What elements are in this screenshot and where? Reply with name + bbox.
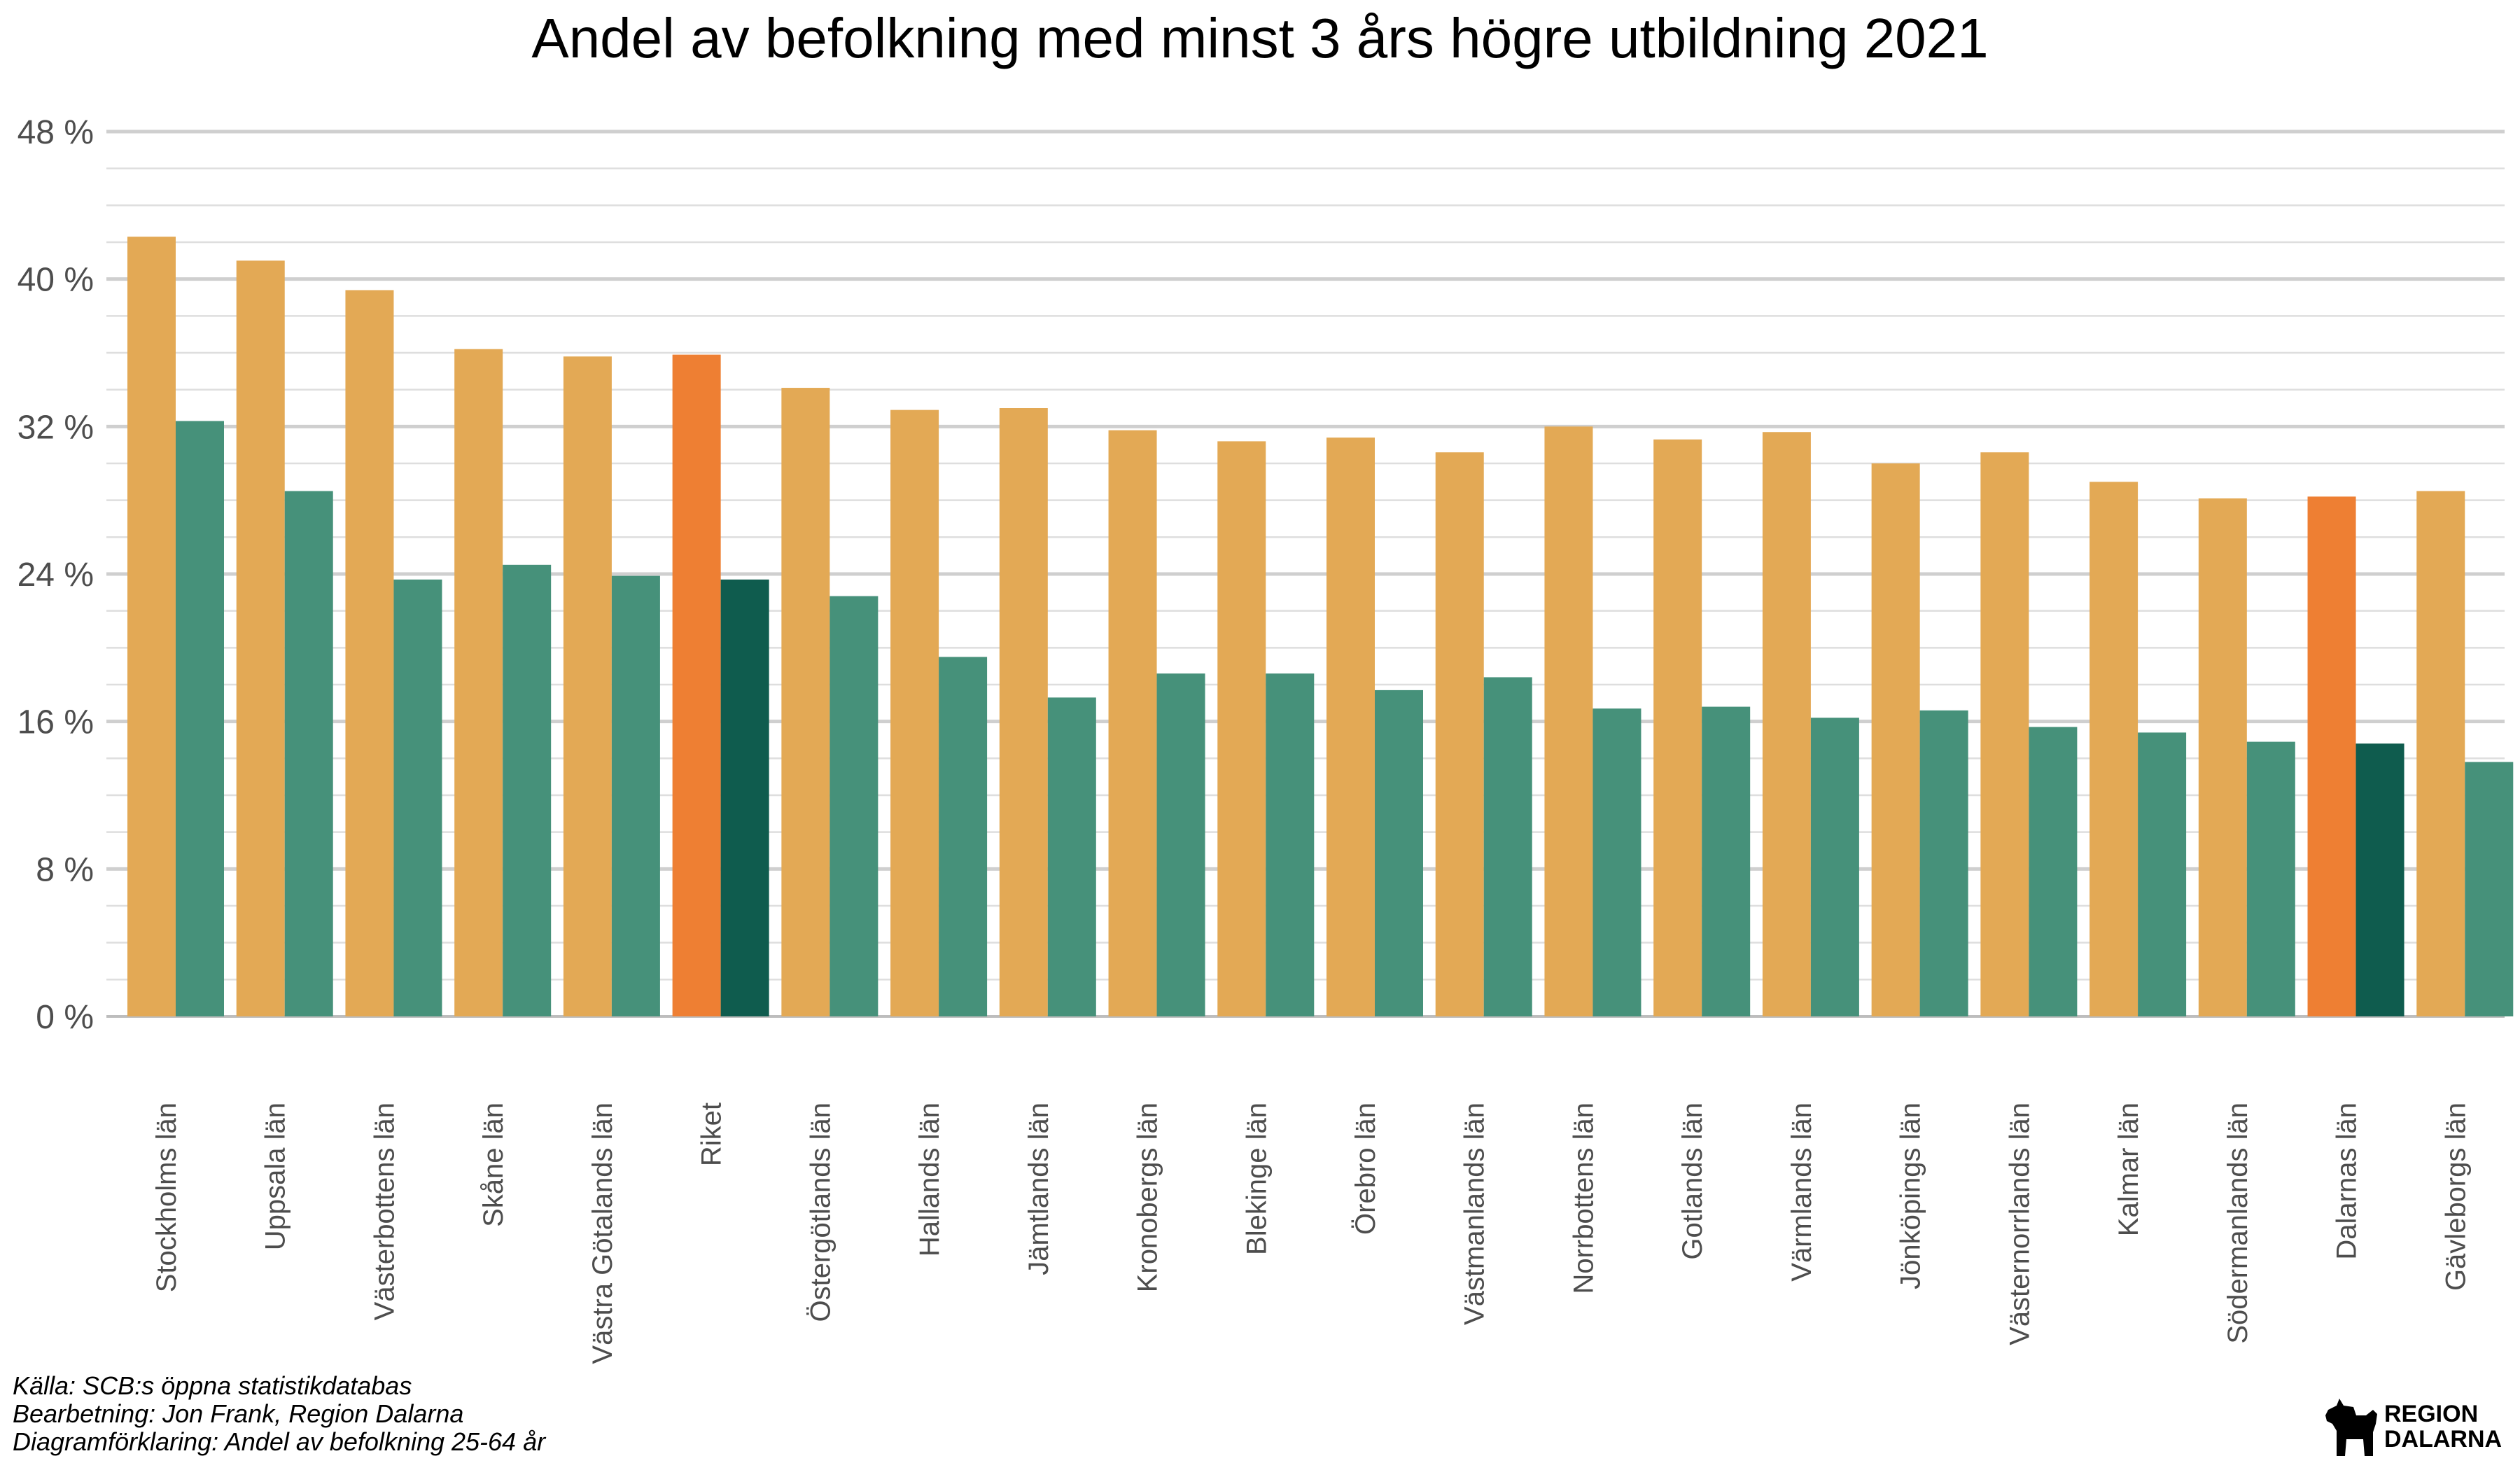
bar	[2029, 727, 2078, 1016]
caption-line-source: Källa: SCB:s öppna statistikdatabas	[13, 1371, 412, 1400]
x-tick-label: Kronobergs län	[1133, 1102, 1163, 1292]
bar	[720, 579, 769, 1016]
y-tick-label: 16 %	[18, 704, 94, 741]
x-tick-label: Västernorrlands län	[2004, 1102, 2035, 1345]
bar	[284, 491, 333, 1016]
bar	[890, 410, 939, 1016]
chart-title: Andel av befolkning med minst 3 års högr…	[531, 7, 1988, 69]
source-caption: Källa: SCB:s öppna statistikdatabas Bear…	[13, 1372, 545, 1456]
dala-horse-icon	[2325, 1399, 2377, 1456]
bar	[830, 596, 878, 1016]
x-tick-label: Östergötlands län	[805, 1102, 836, 1322]
bar	[1702, 706, 1751, 1016]
bar	[2138, 732, 2187, 1016]
x-tick-label: Hallands län	[914, 1102, 945, 1256]
x-tick-label: Dalarnas län	[2332, 1102, 2362, 1260]
bar	[1919, 710, 1968, 1016]
y-tick-label: 40 %	[18, 262, 94, 299]
x-tick-label: Gävleborgs län	[2440, 1102, 2471, 1291]
bar	[1156, 673, 1205, 1016]
bar	[127, 237, 176, 1017]
bar	[454, 349, 503, 1016]
bar	[1544, 426, 1593, 1016]
x-tick-label: Örebro län	[1350, 1102, 1381, 1235]
bar	[1762, 432, 1811, 1016]
bar	[2465, 762, 2514, 1016]
bar	[2090, 482, 2138, 1016]
x-tick-label: Västmanlands län	[1460, 1102, 1490, 1325]
bar	[1810, 718, 1859, 1016]
bar	[563, 356, 612, 1016]
bar	[345, 290, 394, 1016]
x-tick-label: Jämtlands län	[1023, 1102, 1054, 1275]
x-tick-label: Värmlands län	[1786, 1102, 1817, 1282]
bar	[2246, 741, 2295, 1016]
bar	[2198, 498, 2247, 1016]
bar	[999, 408, 1048, 1016]
bar	[939, 657, 988, 1016]
y-tick-label: 24 %	[18, 556, 94, 594]
x-tick-label: Västerbottens län	[369, 1102, 400, 1320]
bar	[1266, 673, 1315, 1016]
x-tick-label: Jönköpings län	[1896, 1102, 1926, 1289]
x-tick-label: Gotlands län	[1677, 1102, 1708, 1260]
bar	[176, 421, 224, 1016]
bar	[2307, 496, 2356, 1016]
bar	[393, 579, 442, 1016]
bar	[1047, 697, 1096, 1016]
x-tick-label: Blekinge län	[1241, 1102, 1272, 1255]
bars	[127, 237, 2514, 1017]
bar	[1435, 452, 1484, 1016]
bar	[1326, 438, 1375, 1016]
bar	[1375, 690, 1423, 1016]
caption-line-processing: Bearbetning: Jon Frank, Region Dalarna	[13, 1399, 464, 1428]
bar	[781, 388, 830, 1016]
x-tick-label: Kalmar län	[2113, 1102, 2144, 1236]
bar	[1483, 677, 1532, 1016]
bar	[611, 575, 660, 1016]
bar	[672, 354, 721, 1017]
x-tick-label: Västra Götalands län	[587, 1102, 618, 1364]
x-tick-label: Norrbottens län	[1568, 1102, 1599, 1294]
y-axis-tick-labels: 0 % 8 % 16 % 24 % 32 % 40 % 48 %	[18, 114, 94, 1036]
region-dalarna-logo: REGION DALARNA	[2323, 1392, 2505, 1462]
y-tick-label: 0 %	[36, 999, 94, 1036]
bar	[1871, 463, 1920, 1016]
x-tick-label: Stockholms län	[151, 1102, 182, 1292]
bar	[1108, 430, 1157, 1016]
bar	[1980, 452, 2029, 1016]
y-tick-label: 48 %	[18, 114, 94, 151]
x-tick-label: Södermanlands län	[2222, 1102, 2253, 1344]
x-tick-label: Riket	[696, 1102, 727, 1166]
bar	[236, 260, 285, 1016]
logo-line-region: REGION	[2384, 1401, 2479, 1427]
bar	[2356, 743, 2404, 1016]
bar	[503, 564, 552, 1016]
bar	[2416, 491, 2465, 1016]
y-tick-label: 32 %	[18, 409, 94, 446]
y-tick-label: 8 %	[36, 851, 94, 888]
x-tick-label: Skåne län	[478, 1102, 509, 1227]
x-tick-label: Uppsala län	[260, 1102, 291, 1250]
x-axis-tick-labels: Stockholms län Uppsala län Västerbottens l…	[151, 1102, 2471, 1364]
bar	[1217, 441, 1266, 1016]
caption-line-explanation: Diagramförklaring: Andel av befolkning 2…	[13, 1427, 546, 1456]
bar	[1592, 708, 1642, 1016]
logo-line-dalarna: DALARNA	[2384, 1426, 2502, 1452]
bar	[1653, 439, 1702, 1016]
